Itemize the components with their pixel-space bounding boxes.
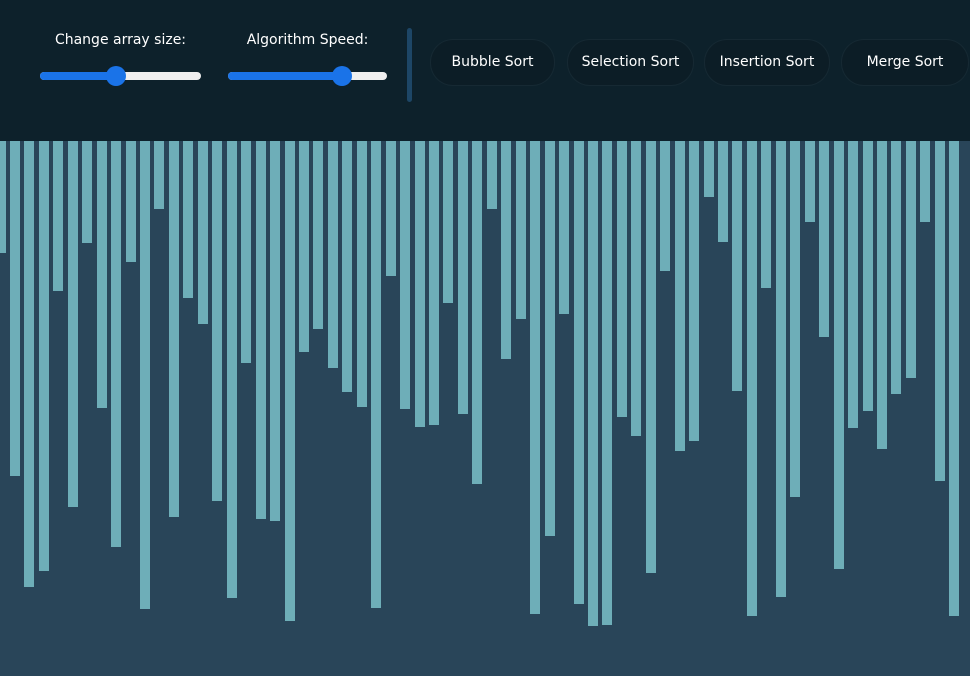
array-bar bbox=[168, 141, 179, 517]
array-bar bbox=[226, 141, 237, 598]
array-bar bbox=[241, 141, 252, 363]
array-bar bbox=[761, 141, 772, 288]
array-bar bbox=[111, 141, 122, 547]
speed-label: Algorithm Speed: bbox=[246, 32, 369, 48]
array-bar bbox=[775, 141, 786, 597]
array-bar bbox=[732, 141, 743, 391]
array-bar bbox=[848, 141, 858, 428]
array-bar bbox=[530, 141, 541, 614]
array-bar bbox=[356, 141, 367, 407]
array-bar bbox=[905, 141, 916, 378]
array-size-slider[interactable] bbox=[40, 66, 201, 86]
array-bar bbox=[515, 141, 526, 319]
array-bar bbox=[703, 141, 714, 197]
array-bar bbox=[67, 141, 78, 507]
bubble-sort-button[interactable]: Bubble Sort bbox=[431, 40, 554, 85]
array-bar bbox=[53, 141, 64, 291]
array-bar bbox=[313, 141, 324, 329]
array-bar bbox=[298, 141, 309, 352]
array-bar bbox=[414, 141, 425, 427]
array-bar bbox=[790, 141, 801, 497]
array-bar bbox=[920, 141, 931, 222]
array-bar bbox=[631, 141, 642, 436]
header-divider bbox=[407, 28, 412, 102]
array-bar bbox=[457, 141, 468, 414]
array-bar bbox=[24, 141, 35, 587]
array-bar bbox=[82, 141, 93, 243]
array-bar bbox=[270, 141, 281, 521]
array-bar bbox=[486, 141, 497, 209]
array-bar bbox=[38, 141, 49, 571]
merge-sort-button[interactable]: Merge Sort bbox=[842, 40, 968, 85]
array-size-slider-thumb[interactable] bbox=[106, 66, 126, 86]
array-bar bbox=[689, 141, 700, 441]
array-bar bbox=[342, 141, 353, 392]
speed-slider[interactable] bbox=[228, 66, 387, 86]
array-bar bbox=[949, 141, 960, 616]
array-bar bbox=[371, 141, 382, 608]
control-header: Change array size: Algorithm Speed: Bubb… bbox=[0, 0, 970, 141]
array-bar bbox=[645, 141, 656, 573]
array-bar bbox=[385, 141, 396, 276]
array-bar bbox=[400, 141, 411, 409]
array-bars bbox=[0, 141, 970, 676]
array-bar bbox=[876, 141, 887, 449]
speed-slider-thumb[interactable] bbox=[332, 66, 352, 86]
array-bar bbox=[96, 141, 107, 408]
array-bar bbox=[616, 141, 627, 417]
array-bar bbox=[125, 141, 136, 262]
array-bar bbox=[327, 141, 338, 368]
array-size-slider-fill bbox=[40, 72, 116, 80]
array-bar bbox=[9, 141, 20, 476]
array-bar bbox=[501, 141, 512, 359]
array-bar bbox=[602, 141, 613, 625]
array-bar bbox=[443, 141, 454, 303]
array-bar bbox=[660, 141, 671, 271]
array-bar bbox=[559, 141, 569, 314]
array-bar bbox=[255, 141, 266, 519]
array-bar bbox=[183, 141, 194, 298]
array-bar bbox=[0, 141, 6, 253]
array-bar bbox=[472, 141, 483, 484]
array-bar bbox=[819, 141, 830, 337]
array-bar bbox=[862, 141, 873, 411]
array-bar bbox=[746, 141, 757, 616]
insertion-sort-button[interactable]: Insertion Sort bbox=[705, 40, 829, 85]
speed-slider-fill bbox=[228, 72, 342, 80]
array-bar bbox=[197, 141, 208, 324]
array-bar bbox=[212, 141, 223, 501]
array-bar bbox=[429, 141, 439, 425]
array-bar bbox=[674, 141, 685, 451]
array-bar bbox=[934, 141, 945, 481]
array-bar bbox=[154, 141, 165, 209]
array-bar bbox=[718, 141, 728, 242]
array-bar bbox=[140, 141, 150, 609]
array-bar bbox=[804, 141, 815, 222]
array-bar bbox=[573, 141, 584, 604]
array-bar bbox=[891, 141, 902, 394]
array-bar bbox=[833, 141, 844, 569]
array-bar bbox=[544, 141, 555, 536]
array-bar bbox=[587, 141, 598, 626]
selection-sort-button[interactable]: Selection Sort bbox=[568, 40, 693, 85]
array-bar bbox=[284, 141, 295, 621]
array-size-label: Change array size: bbox=[54, 32, 187, 48]
